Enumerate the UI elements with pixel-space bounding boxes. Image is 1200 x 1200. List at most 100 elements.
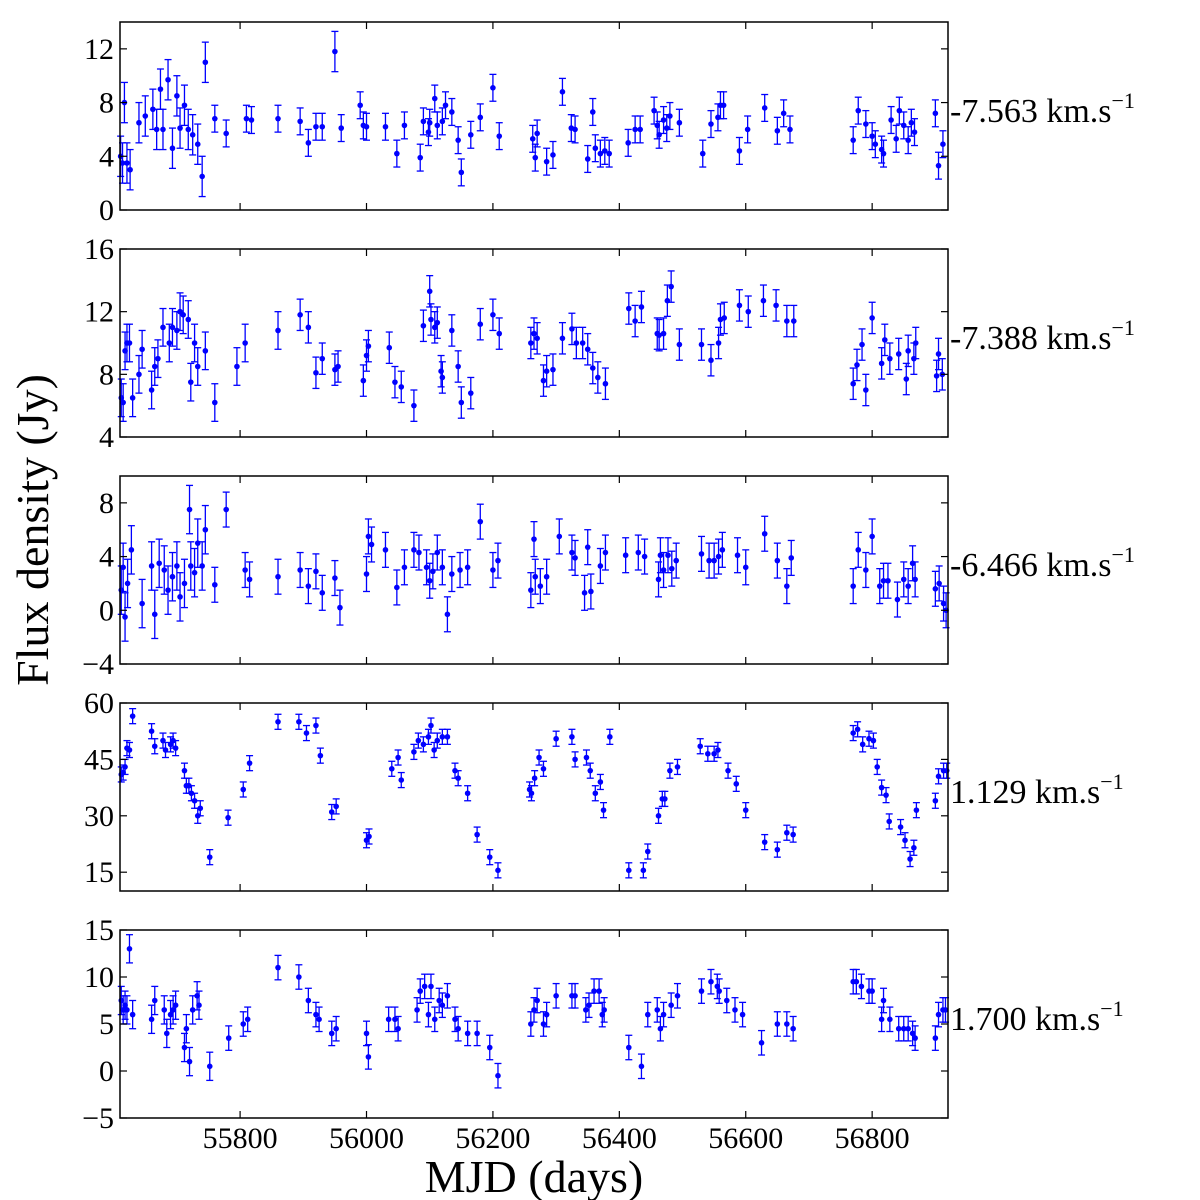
panel-1: 0 4 8 12 -7.563 km.s−1 [84, 21, 1135, 227]
data-point [429, 553, 437, 590]
data-point [454, 350, 462, 383]
data-point [935, 768, 943, 785]
data-marker [194, 141, 201, 147]
data-point [328, 1020, 336, 1047]
data-marker [905, 137, 911, 143]
data-marker [395, 1025, 401, 1032]
data-point [274, 104, 282, 133]
y-tick-label: 15 [84, 914, 114, 947]
data-marker [660, 567, 667, 573]
data-point [852, 968, 860, 995]
data-marker [181, 102, 188, 109]
data-point [884, 562, 892, 599]
data-points [117, 484, 950, 642]
data-marker [588, 588, 594, 595]
data-point [489, 73, 497, 102]
data-marker [148, 728, 155, 734]
data-marker [297, 312, 303, 318]
data-point [451, 1006, 459, 1033]
data-marker [933, 373, 940, 379]
data-marker [606, 150, 613, 157]
data-point [530, 997, 538, 1023]
plot-frame [119, 702, 949, 892]
data-marker [543, 1011, 550, 1018]
data-point [433, 306, 441, 339]
y-tick-label: 8 [99, 358, 114, 391]
x-tick-label: 56000 [329, 1122, 404, 1155]
velocity-label-exponent: −1 [1100, 769, 1123, 794]
data-marker [732, 1007, 738, 1013]
data-point [720, 301, 728, 335]
data-point [673, 758, 681, 776]
data-marker [335, 363, 341, 370]
data-marker [850, 137, 856, 143]
velocity-label: -7.388 km.s−1 [950, 315, 1135, 357]
data-marker [638, 304, 645, 310]
data-point [606, 728, 614, 746]
data-point [886, 1006, 894, 1033]
data-marker [151, 611, 158, 618]
data-marker [187, 563, 194, 569]
data-point [637, 1053, 645, 1080]
data-point [138, 578, 146, 629]
data-marker [637, 126, 643, 133]
data-point [878, 779, 886, 796]
data-point [435, 987, 443, 1014]
data-point [222, 491, 230, 528]
data-point [388, 760, 396, 777]
data-marker [579, 340, 586, 346]
data-marker [745, 308, 752, 315]
data-point [296, 298, 304, 332]
data-point [906, 850, 914, 868]
data-point [331, 353, 339, 386]
data-point [601, 136, 609, 165]
data-marker [589, 109, 596, 115]
data-marker [495, 1072, 501, 1079]
data-marker [720, 102, 727, 109]
data-marker [386, 344, 393, 351]
data-marker [909, 1030, 916, 1037]
data-marker [790, 1025, 796, 1032]
data-marker [313, 722, 319, 729]
data-marker [553, 735, 559, 742]
y-tick-label: 5 [99, 1008, 114, 1041]
data-marker [550, 366, 556, 373]
data-point [939, 130, 947, 159]
data-point [442, 91, 450, 120]
data-point [862, 109, 870, 139]
data-marker [275, 115, 281, 122]
velocity-label: 1.129 km.s−1 [950, 769, 1124, 811]
data-marker [668, 565, 675, 572]
data-point [871, 130, 879, 159]
data-marker [495, 867, 501, 874]
data-marker [893, 136, 899, 142]
data-point [495, 122, 503, 151]
data-marker [425, 734, 432, 740]
data-point [365, 828, 373, 845]
data-marker [363, 571, 370, 577]
data-marker [439, 374, 446, 381]
data-point [631, 115, 639, 144]
data-marker [313, 369, 319, 376]
data-marker [878, 1016, 885, 1023]
data-marker [486, 1044, 493, 1051]
data-point [533, 321, 541, 355]
data-point [457, 386, 465, 419]
data-point [724, 762, 732, 779]
data-point [438, 549, 446, 586]
data-marker [854, 726, 861, 733]
data-marker [136, 371, 142, 378]
velocity-label-text: 1.700 km.s [950, 1001, 1100, 1038]
data-marker [784, 583, 790, 589]
data-marker [415, 737, 422, 744]
data-point [168, 551, 176, 602]
data-marker [129, 1011, 136, 1018]
data-point [859, 736, 867, 753]
data-point [666, 101, 674, 131]
data-point [667, 992, 675, 1019]
data-marker [234, 363, 240, 370]
data-marker [444, 734, 451, 740]
data-marker [592, 790, 599, 797]
data-point [857, 973, 865, 1000]
data-marker [425, 129, 432, 135]
